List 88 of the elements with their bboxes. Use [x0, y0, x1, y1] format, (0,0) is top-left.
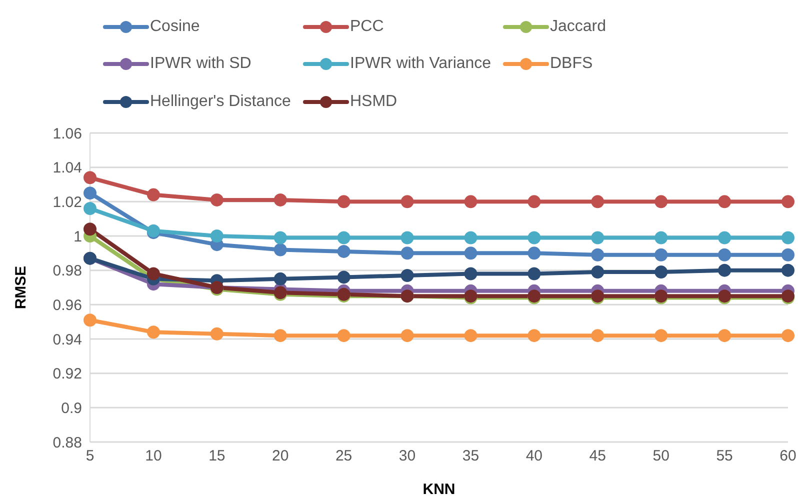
- point: [718, 329, 732, 342]
- x-tick-label: 55: [716, 448, 733, 465]
- x-tick-label: 15: [208, 448, 226, 465]
- legend-label: Cosine: [150, 18, 200, 36]
- point: [782, 329, 794, 342]
- legend-label: PCC: [350, 18, 384, 36]
- point: [718, 231, 732, 244]
- point: [400, 231, 414, 244]
- point: [591, 248, 604, 262]
- point: [84, 202, 96, 216]
- point: [337, 244, 350, 258]
- point: [528, 329, 541, 342]
- x-tick-label: 20: [272, 448, 289, 465]
- point: [84, 171, 96, 184]
- x-tick-label: 40: [526, 448, 543, 465]
- point: [654, 195, 668, 208]
- y-tick-label: 0.88: [52, 434, 82, 452]
- point: [591, 231, 604, 244]
- y-tick-label: 0.96: [52, 296, 82, 314]
- point: [528, 195, 541, 208]
- point: [782, 248, 794, 262]
- x-tick-label: 10: [145, 448, 162, 465]
- point: [146, 267, 160, 280]
- legend-label: DBFS: [550, 55, 593, 74]
- point: [654, 248, 668, 262]
- legend-label: HSMD: [350, 93, 398, 112]
- x-axis-title: KNN: [422, 481, 456, 498]
- point: [400, 268, 414, 282]
- x-tick-label: 45: [589, 448, 606, 465]
- point: [274, 193, 287, 206]
- legend-label: Hellinger's Distance: [150, 93, 291, 112]
- y-tick-label: 1.06: [52, 125, 82, 142]
- point: [337, 329, 350, 342]
- point: [337, 231, 350, 244]
- point: [654, 231, 668, 244]
- point: [528, 231, 541, 244]
- point: [528, 246, 541, 260]
- legend-label: IPWR with Variance: [350, 55, 492, 74]
- x-tick-label: 25: [335, 448, 352, 465]
- y-tick-label: 1.02: [52, 194, 82, 211]
- x-tick-label: 30: [398, 448, 416, 465]
- point: [146, 188, 160, 202]
- point: [146, 326, 160, 339]
- x-tick-label: 35: [462, 448, 480, 465]
- y-tick-label: 0.9: [61, 400, 82, 417]
- point: [400, 329, 414, 342]
- x-tick-label: 50: [652, 448, 670, 465]
- point: [337, 195, 350, 208]
- point: [464, 267, 478, 280]
- point: [210, 193, 224, 206]
- point: [464, 195, 478, 208]
- point: [274, 243, 287, 256]
- point: [400, 246, 414, 260]
- point: [591, 329, 604, 342]
- y-tick-label: 1.04: [52, 160, 82, 177]
- point: [782, 195, 794, 208]
- point: [464, 231, 478, 244]
- y-tick-label: 0.94: [52, 331, 82, 348]
- point: [84, 222, 96, 236]
- point: [718, 264, 732, 277]
- x-tick-label: 60: [780, 448, 796, 465]
- point: [210, 327, 224, 340]
- x-tick-label: 5: [86, 448, 94, 465]
- y-axis-title: RMSE: [12, 266, 30, 310]
- point: [464, 329, 478, 342]
- point: [210, 230, 224, 242]
- y-tick-label: 1: [74, 228, 82, 246]
- point: [464, 246, 478, 260]
- point: [718, 248, 732, 262]
- point: [274, 329, 287, 342]
- point: [274, 272, 287, 286]
- point: [84, 186, 96, 200]
- y-tick-label: 0.98: [52, 262, 82, 280]
- point: [782, 231, 794, 244]
- point: [337, 270, 350, 284]
- point: [654, 266, 668, 279]
- point: [400, 195, 414, 208]
- point: [718, 195, 732, 208]
- y-tick-label: 0.92: [52, 366, 82, 383]
- legend-label: IPWR with SD: [150, 55, 252, 74]
- point: [591, 195, 604, 208]
- point: [274, 231, 287, 244]
- point: [782, 264, 794, 277]
- legend-label: Jaccard: [550, 18, 606, 36]
- point: [591, 266, 604, 279]
- point: [528, 267, 541, 280]
- point: [84, 314, 96, 327]
- point: [654, 329, 668, 342]
